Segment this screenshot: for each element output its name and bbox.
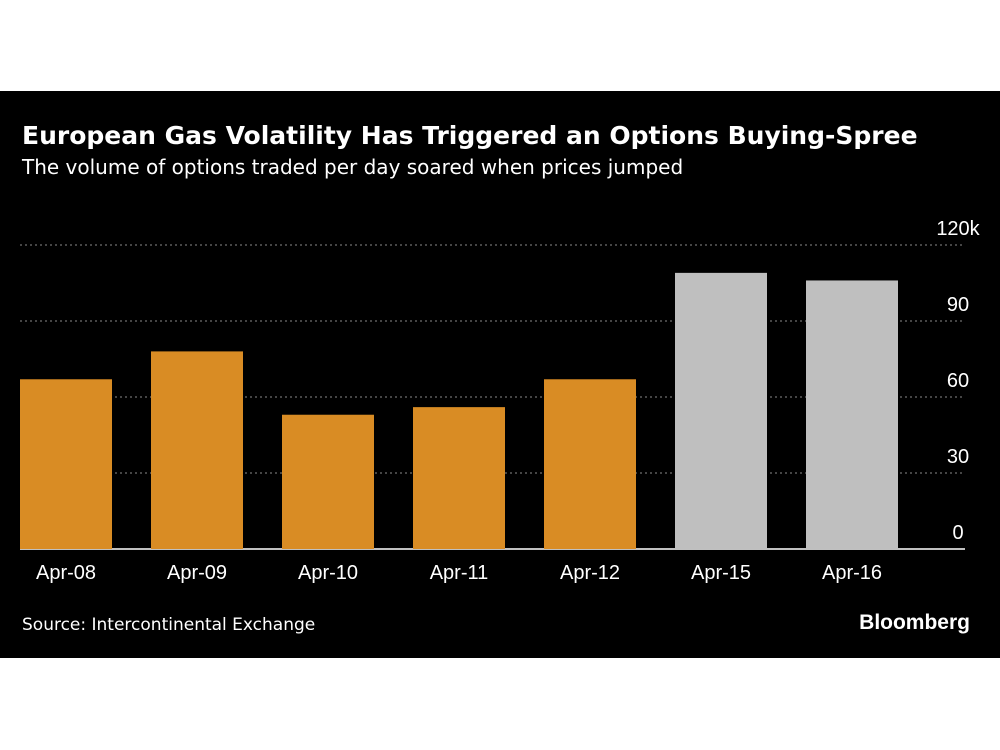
x-tick-label: Apr-12 — [560, 562, 620, 584]
bar-apr-10 — [282, 414, 374, 549]
bars — [20, 272, 898, 549]
y-tick-label: 60 — [947, 370, 969, 392]
y-tick-label: 90 — [947, 294, 969, 316]
y-tick-label: 30 — [947, 446, 969, 468]
bar-apr-11 — [413, 407, 505, 549]
y-axis-ticks: 0 30 60 90 120k — [936, 218, 980, 544]
x-tick-label: Apr-16 — [822, 562, 882, 584]
bar-apr-09 — [151, 351, 243, 549]
chart-title: European Gas Volatility Has Triggered an… — [22, 121, 918, 150]
x-tick-label: Apr-08 — [36, 562, 96, 584]
y-tick-label: 0 — [952, 522, 963, 544]
x-tick-label: Apr-15 — [691, 562, 751, 584]
x-axis-ticks: Apr-08 Apr-09 Apr-10 Apr-11 Apr-12 Apr-15 Apr-… — [36, 562, 882, 584]
x-tick-label: Apr-11 — [430, 562, 489, 584]
bar-apr-16 — [806, 280, 898, 549]
bar-apr-12 — [544, 379, 636, 549]
x-tick-label: Apr-09 — [167, 562, 227, 584]
chart-subtitle: The volume of options traded per day soa… — [22, 155, 684, 179]
bloomberg-logo: Bloomberg — [859, 611, 970, 634]
chart-frame: European Gas Volatility Has Triggered an… — [0, 91, 1000, 658]
bar-apr-08 — [20, 379, 112, 549]
bar-apr-15 — [675, 272, 767, 549]
x-tick-label: Apr-10 — [298, 562, 358, 584]
source-note: Source: Intercontinental Exchange — [22, 615, 316, 635]
bar-chart: Apr-08 Apr-09 Apr-10 Apr-11 Apr-12 Apr-15 Apr-… — [20, 218, 981, 584]
y-tick-label: 120k — [936, 218, 980, 240]
